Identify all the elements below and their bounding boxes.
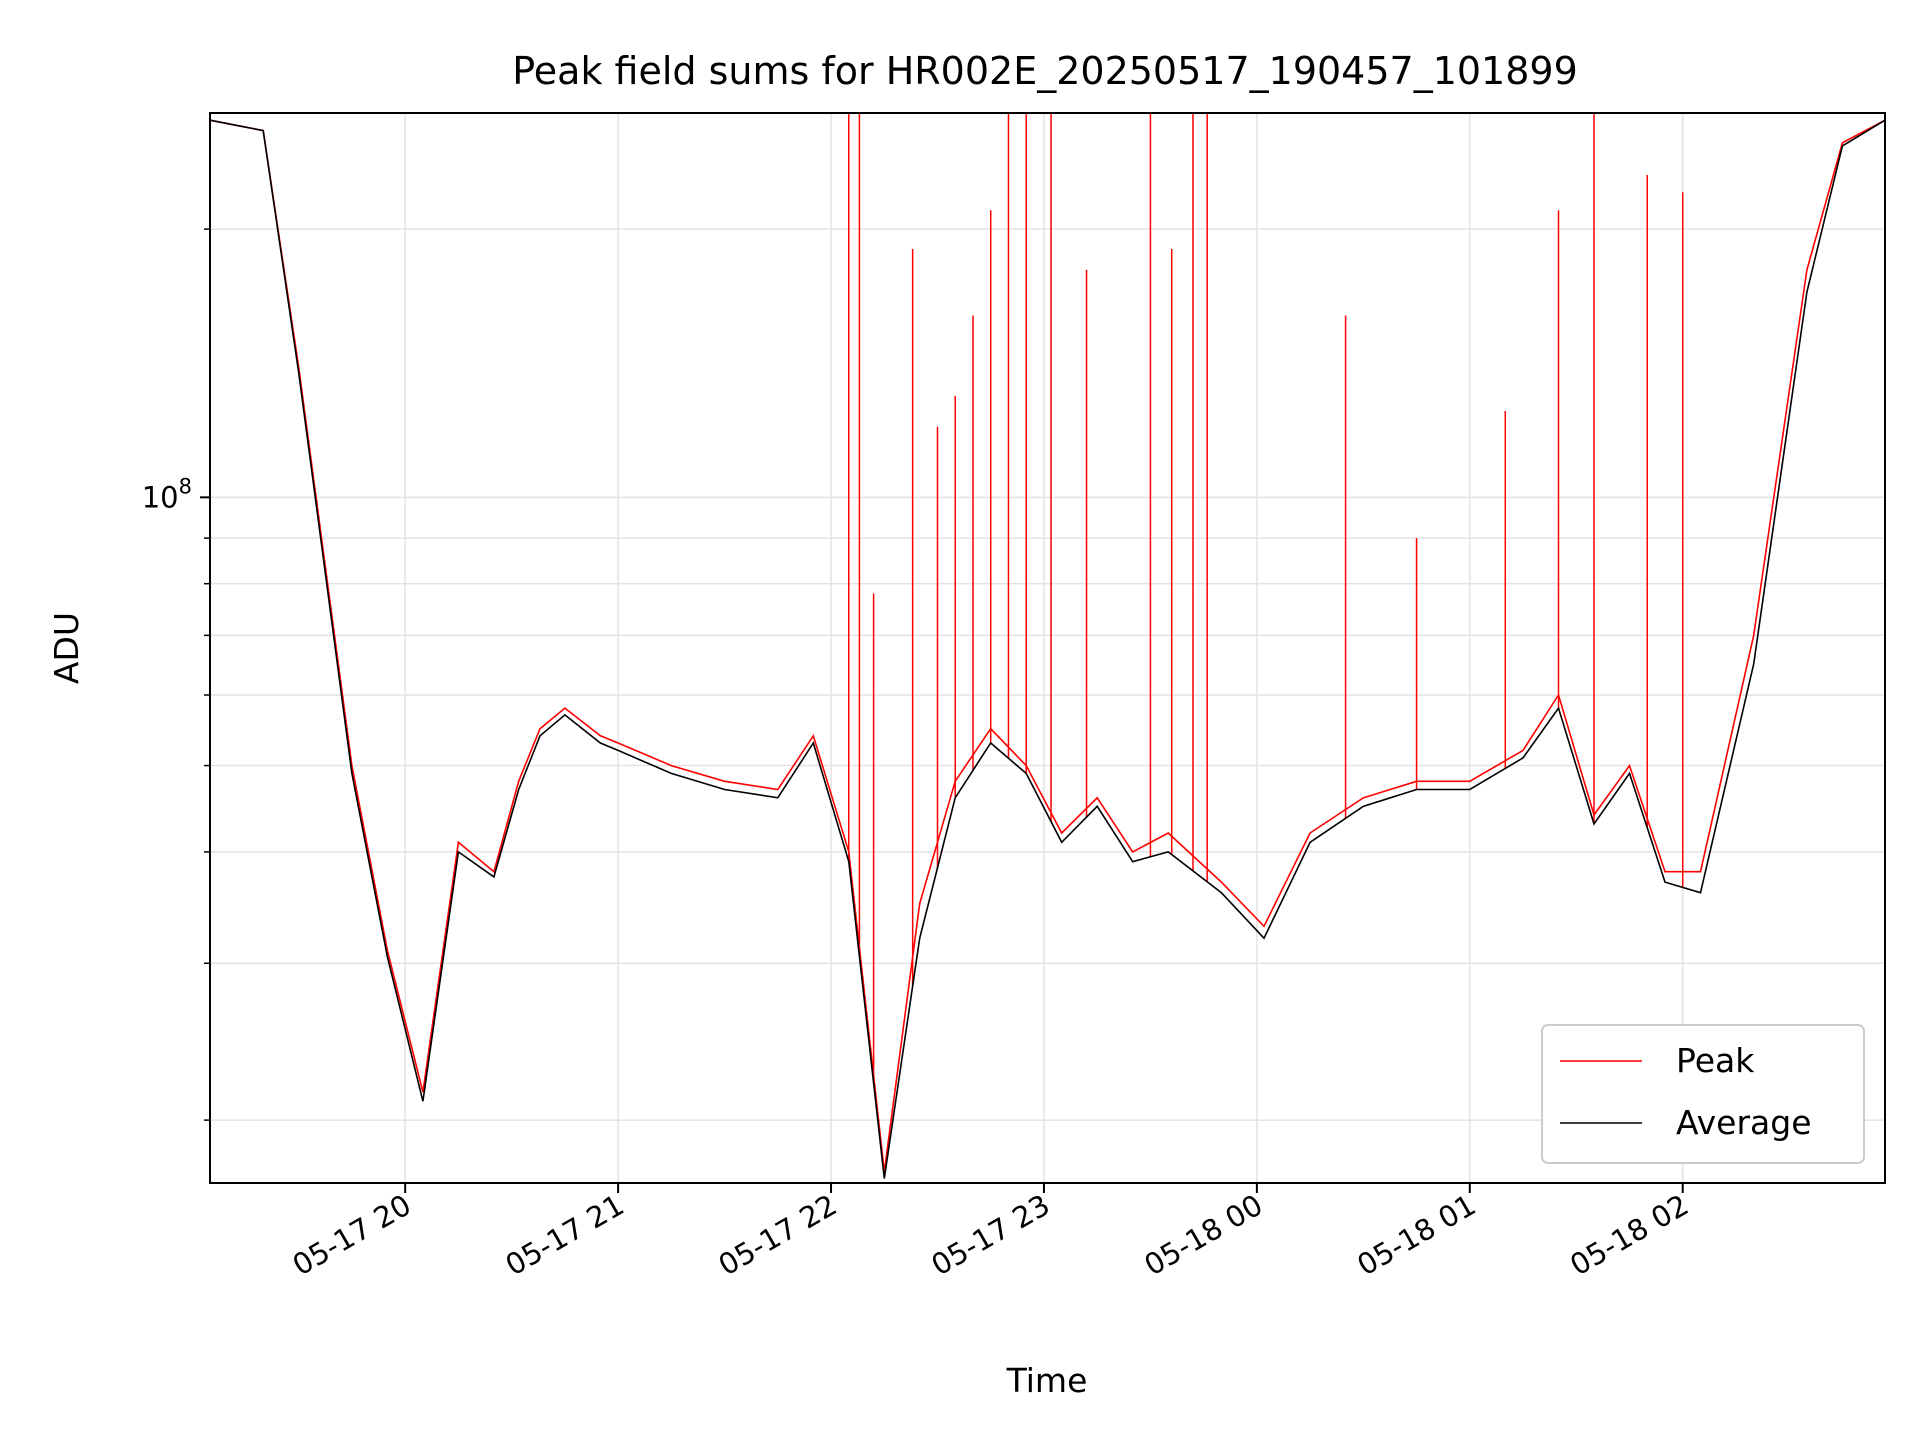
legend: Peak Average bbox=[1541, 1024, 1865, 1164]
series-peak-line bbox=[209, 119, 1886, 1172]
series-average-line bbox=[209, 119, 1886, 1179]
x-tick-label: 05-18 01 bbox=[1351, 1188, 1481, 1283]
legend-average-label: Average bbox=[1676, 1103, 1812, 1142]
legend-peak-label: Peak bbox=[1676, 1041, 1755, 1080]
legend-box bbox=[1541, 1024, 1865, 1164]
x-tick-label: 05-18 00 bbox=[1138, 1188, 1268, 1283]
x-tick-label: 05-17 21 bbox=[500, 1188, 630, 1283]
x-tick-label: 05-17 23 bbox=[926, 1188, 1056, 1283]
plot-frame bbox=[209, 112, 1886, 1184]
x-tick-label: 05-18 02 bbox=[1564, 1188, 1694, 1283]
grid bbox=[210, 113, 1885, 1183]
x-tick-label: 05-17 22 bbox=[713, 1188, 843, 1283]
x-axis-ticks: 05-17 20 05-17 21 05-17 22 05-17 23 05-18 00… bbox=[287, 1183, 1694, 1282]
peak-spikes bbox=[848, 113, 1684, 1084]
y-axis-label: ADU bbox=[47, 612, 86, 684]
chart-title: Peak field sums for HR002E_20250517_1904… bbox=[512, 49, 1578, 93]
y-axis-ticks: 108 bbox=[142, 228, 210, 1121]
x-tick-label: 05-17 20 bbox=[287, 1188, 417, 1283]
y-tick-label: 108 bbox=[142, 474, 192, 514]
x-axis-label: Time bbox=[1006, 1361, 1088, 1400]
